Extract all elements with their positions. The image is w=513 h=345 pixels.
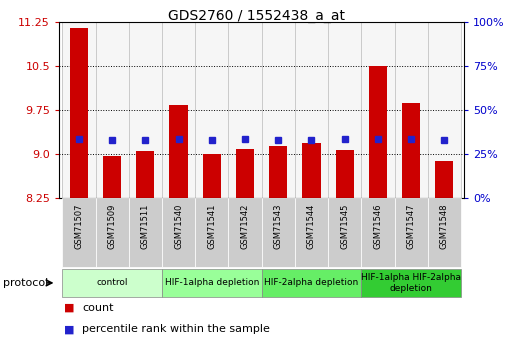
Text: GSM71507: GSM71507: [74, 204, 84, 249]
Text: HIF-1alpha depletion: HIF-1alpha depletion: [165, 278, 259, 287]
Bar: [162, 269, 262, 297]
Text: GSM71511: GSM71511: [141, 204, 150, 249]
Bar: [328, 22, 361, 198]
Bar: [394, 198, 428, 267]
Bar: [62, 22, 95, 198]
Text: GSM71542: GSM71542: [241, 204, 249, 249]
Bar: [361, 22, 394, 198]
Bar: [62, 269, 162, 297]
Text: GSM71547: GSM71547: [407, 204, 416, 249]
Bar: [435, 161, 453, 198]
Bar: [361, 198, 394, 267]
Bar: [195, 198, 228, 267]
Bar: [262, 22, 295, 198]
Bar: [136, 151, 154, 198]
Bar: [228, 198, 262, 267]
Bar: [169, 105, 188, 198]
Bar: [428, 22, 461, 198]
Text: GSM71545: GSM71545: [340, 204, 349, 249]
Bar: [95, 22, 129, 198]
Text: GSM71544: GSM71544: [307, 204, 316, 249]
Bar: [162, 198, 195, 267]
Bar: [394, 22, 428, 198]
Text: GDS2760 / 1552438_a_at: GDS2760 / 1552438_a_at: [168, 9, 345, 23]
Text: GSM71548: GSM71548: [440, 204, 449, 249]
Bar: [129, 22, 162, 198]
Bar: [103, 156, 121, 198]
Bar: [295, 22, 328, 198]
Bar: [262, 269, 361, 297]
Text: count: count: [82, 303, 113, 313]
Bar: [336, 150, 354, 198]
Bar: [328, 198, 361, 267]
Text: GSM71541: GSM71541: [207, 204, 216, 249]
Bar: [361, 269, 461, 297]
Text: GSM71540: GSM71540: [174, 204, 183, 249]
Text: ■: ■: [64, 325, 74, 334]
Bar: [236, 148, 254, 198]
Bar: [70, 28, 88, 198]
Bar: [129, 198, 162, 267]
Text: ■: ■: [64, 303, 74, 313]
Text: GSM71543: GSM71543: [274, 204, 283, 249]
Text: HIF-2alpha depletion: HIF-2alpha depletion: [264, 278, 359, 287]
Text: protocol: protocol: [3, 278, 48, 288]
Bar: [295, 198, 328, 267]
Bar: [262, 198, 295, 267]
Text: GSM71509: GSM71509: [108, 204, 116, 249]
Text: GSM71546: GSM71546: [373, 204, 382, 249]
Text: HIF-1alpha HIF-2alpha
depletion: HIF-1alpha HIF-2alpha depletion: [361, 273, 461, 293]
Text: percentile rank within the sample: percentile rank within the sample: [82, 325, 270, 334]
Bar: [302, 143, 321, 198]
Bar: [203, 155, 221, 198]
Bar: [195, 22, 228, 198]
Bar: [269, 146, 287, 198]
Bar: [428, 198, 461, 267]
Bar: [402, 104, 420, 198]
Bar: [95, 198, 129, 267]
Bar: [62, 198, 95, 267]
Bar: [369, 66, 387, 198]
Bar: [228, 22, 262, 198]
Bar: [162, 22, 195, 198]
Text: control: control: [96, 278, 128, 287]
